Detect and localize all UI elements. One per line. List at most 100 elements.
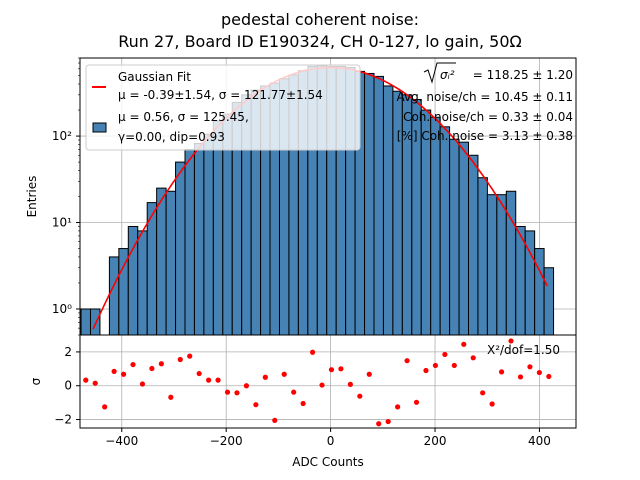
histogram-bar bbox=[137, 230, 148, 336]
histogram-bar bbox=[467, 154, 479, 336]
histogram-bar bbox=[203, 133, 214, 336]
sigma-i-squared: σᵢ² bbox=[440, 68, 455, 82]
histogram-bar bbox=[449, 138, 460, 336]
residual-points bbox=[83, 338, 552, 427]
residual-point bbox=[253, 402, 259, 408]
x-tick-label: 200 bbox=[424, 434, 447, 448]
residual-point bbox=[385, 418, 391, 425]
histogram-bar bbox=[184, 148, 195, 336]
histogram-bar bbox=[534, 248, 545, 336]
x-tick-label: −400 bbox=[105, 434, 138, 448]
residual-point bbox=[196, 370, 202, 377]
residual-gridlines bbox=[80, 335, 576, 428]
residual-point bbox=[508, 338, 514, 344]
res-y-tick-label: 2 bbox=[64, 345, 72, 359]
residual-point bbox=[168, 394, 174, 400]
residual-point bbox=[423, 367, 429, 374]
histogram-bar bbox=[193, 143, 205, 336]
residual-point bbox=[489, 401, 495, 407]
residual-point bbox=[206, 377, 212, 383]
chart-title-line1: pedestal coherent noise: bbox=[220, 10, 420, 29]
residual-point bbox=[139, 381, 146, 387]
histogram-bar bbox=[364, 72, 375, 336]
annotation-avg-noise: Avg. noise/ch = 10.45 ± 0.11 bbox=[397, 90, 573, 104]
legend: Gaussian Fit μ = -0.39±1.54, σ = 121.77±1… bbox=[85, 64, 361, 151]
histogram-bar bbox=[439, 126, 451, 336]
y-axis-label: Entries bbox=[25, 176, 39, 218]
histogram-bar bbox=[382, 85, 394, 336]
histogram-bar bbox=[477, 177, 488, 336]
residual-point bbox=[177, 356, 183, 363]
residual-point bbox=[243, 383, 250, 389]
histogram-bar bbox=[89, 308, 101, 336]
legend-fit-params: μ = -0.39±1.54, σ = 121.77±1.54 bbox=[118, 88, 323, 102]
histogram-bar bbox=[80, 308, 91, 336]
stats-annotations: σᵢ² = 118.25 ± 1.20 Avg. noise/ch = 10.45… bbox=[397, 62, 573, 143]
sqrt-symbol bbox=[423, 62, 456, 84]
residual-point bbox=[130, 361, 136, 368]
residual-point bbox=[527, 364, 533, 370]
residual-point bbox=[546, 373, 552, 380]
residual-point bbox=[102, 404, 108, 410]
residual-point bbox=[347, 381, 353, 387]
residual-point bbox=[461, 341, 467, 347]
residual-point bbox=[442, 351, 448, 358]
x-tick-label: −200 bbox=[210, 434, 243, 448]
res-y-tick-label: 0 bbox=[64, 379, 72, 393]
histogram-bar bbox=[165, 190, 177, 336]
residual-point bbox=[83, 377, 89, 383]
annotation-coh-noise: Coh. noise/ch = 0.33 ± 0.04 bbox=[403, 110, 573, 124]
residual-point bbox=[328, 367, 335, 373]
residual-point bbox=[149, 365, 155, 372]
residual-point bbox=[517, 374, 524, 380]
histogram-bar bbox=[543, 267, 555, 336]
residual-point bbox=[470, 355, 476, 361]
residual-point bbox=[357, 393, 363, 399]
residual-point bbox=[480, 390, 486, 396]
legend-patch-marker bbox=[92, 122, 107, 133]
residual-point bbox=[215, 377, 221, 383]
legend-hist-params2: γ=0.00, dip=0.93 bbox=[118, 130, 225, 144]
histogram-bar bbox=[373, 75, 384, 336]
histogram-bar bbox=[458, 141, 469, 336]
annotation-total-noise: = 118.25 ± 1.20 bbox=[473, 68, 573, 82]
residual-point bbox=[262, 374, 268, 380]
histogram-bar bbox=[420, 109, 432, 336]
residual-point bbox=[338, 366, 344, 372]
y-tick-label: 10¹ bbox=[52, 216, 72, 230]
residual-point bbox=[536, 369, 542, 376]
residual-point bbox=[224, 389, 231, 395]
residual-point bbox=[366, 371, 372, 377]
residual-point bbox=[234, 390, 240, 396]
x-axis-label: ADC Counts bbox=[292, 455, 364, 469]
residual-point bbox=[291, 389, 297, 395]
residual-point bbox=[395, 404, 401, 410]
residual-point bbox=[300, 400, 306, 407]
ticks: −400 −200 0 200 400 ADC Counts 10⁰ 10¹ 10² Entrie… bbox=[25, 57, 560, 469]
histogram-bar bbox=[392, 90, 403, 336]
annotation-coh-noise-pct: [%] Coh. noise = 3.13 ± 0.38 bbox=[397, 129, 573, 143]
residual-point bbox=[404, 358, 410, 364]
y-tick-label: 10⁰ bbox=[52, 302, 72, 316]
legend-box bbox=[85, 64, 361, 151]
histogram-bar bbox=[212, 120, 224, 336]
residual-point bbox=[158, 361, 164, 367]
residual-point bbox=[309, 349, 316, 355]
residual-point bbox=[319, 382, 325, 388]
residual-point bbox=[413, 399, 420, 405]
histogram-bar bbox=[430, 116, 441, 336]
legend-hist-params: μ = 0.56, σ = 125.45, bbox=[118, 110, 249, 124]
chi2-annotation: X²/dof=1.50 bbox=[487, 343, 560, 357]
chart-title-line2: Run 27, Board ID E190324, CH 0-127, lo g… bbox=[118, 32, 522, 51]
histogram-bar bbox=[486, 194, 498, 336]
histogram-bar bbox=[156, 187, 167, 336]
histogram-bar bbox=[175, 161, 186, 336]
residual-point bbox=[120, 371, 127, 377]
y-tick-label: 10² bbox=[52, 129, 72, 143]
x-tick-label: 400 bbox=[528, 434, 551, 448]
histogram-bar bbox=[108, 256, 120, 336]
residual-point bbox=[432, 362, 439, 369]
legend-fit-label: Gaussian Fit bbox=[118, 70, 191, 84]
res-y-tick-label: −2 bbox=[54, 413, 72, 427]
